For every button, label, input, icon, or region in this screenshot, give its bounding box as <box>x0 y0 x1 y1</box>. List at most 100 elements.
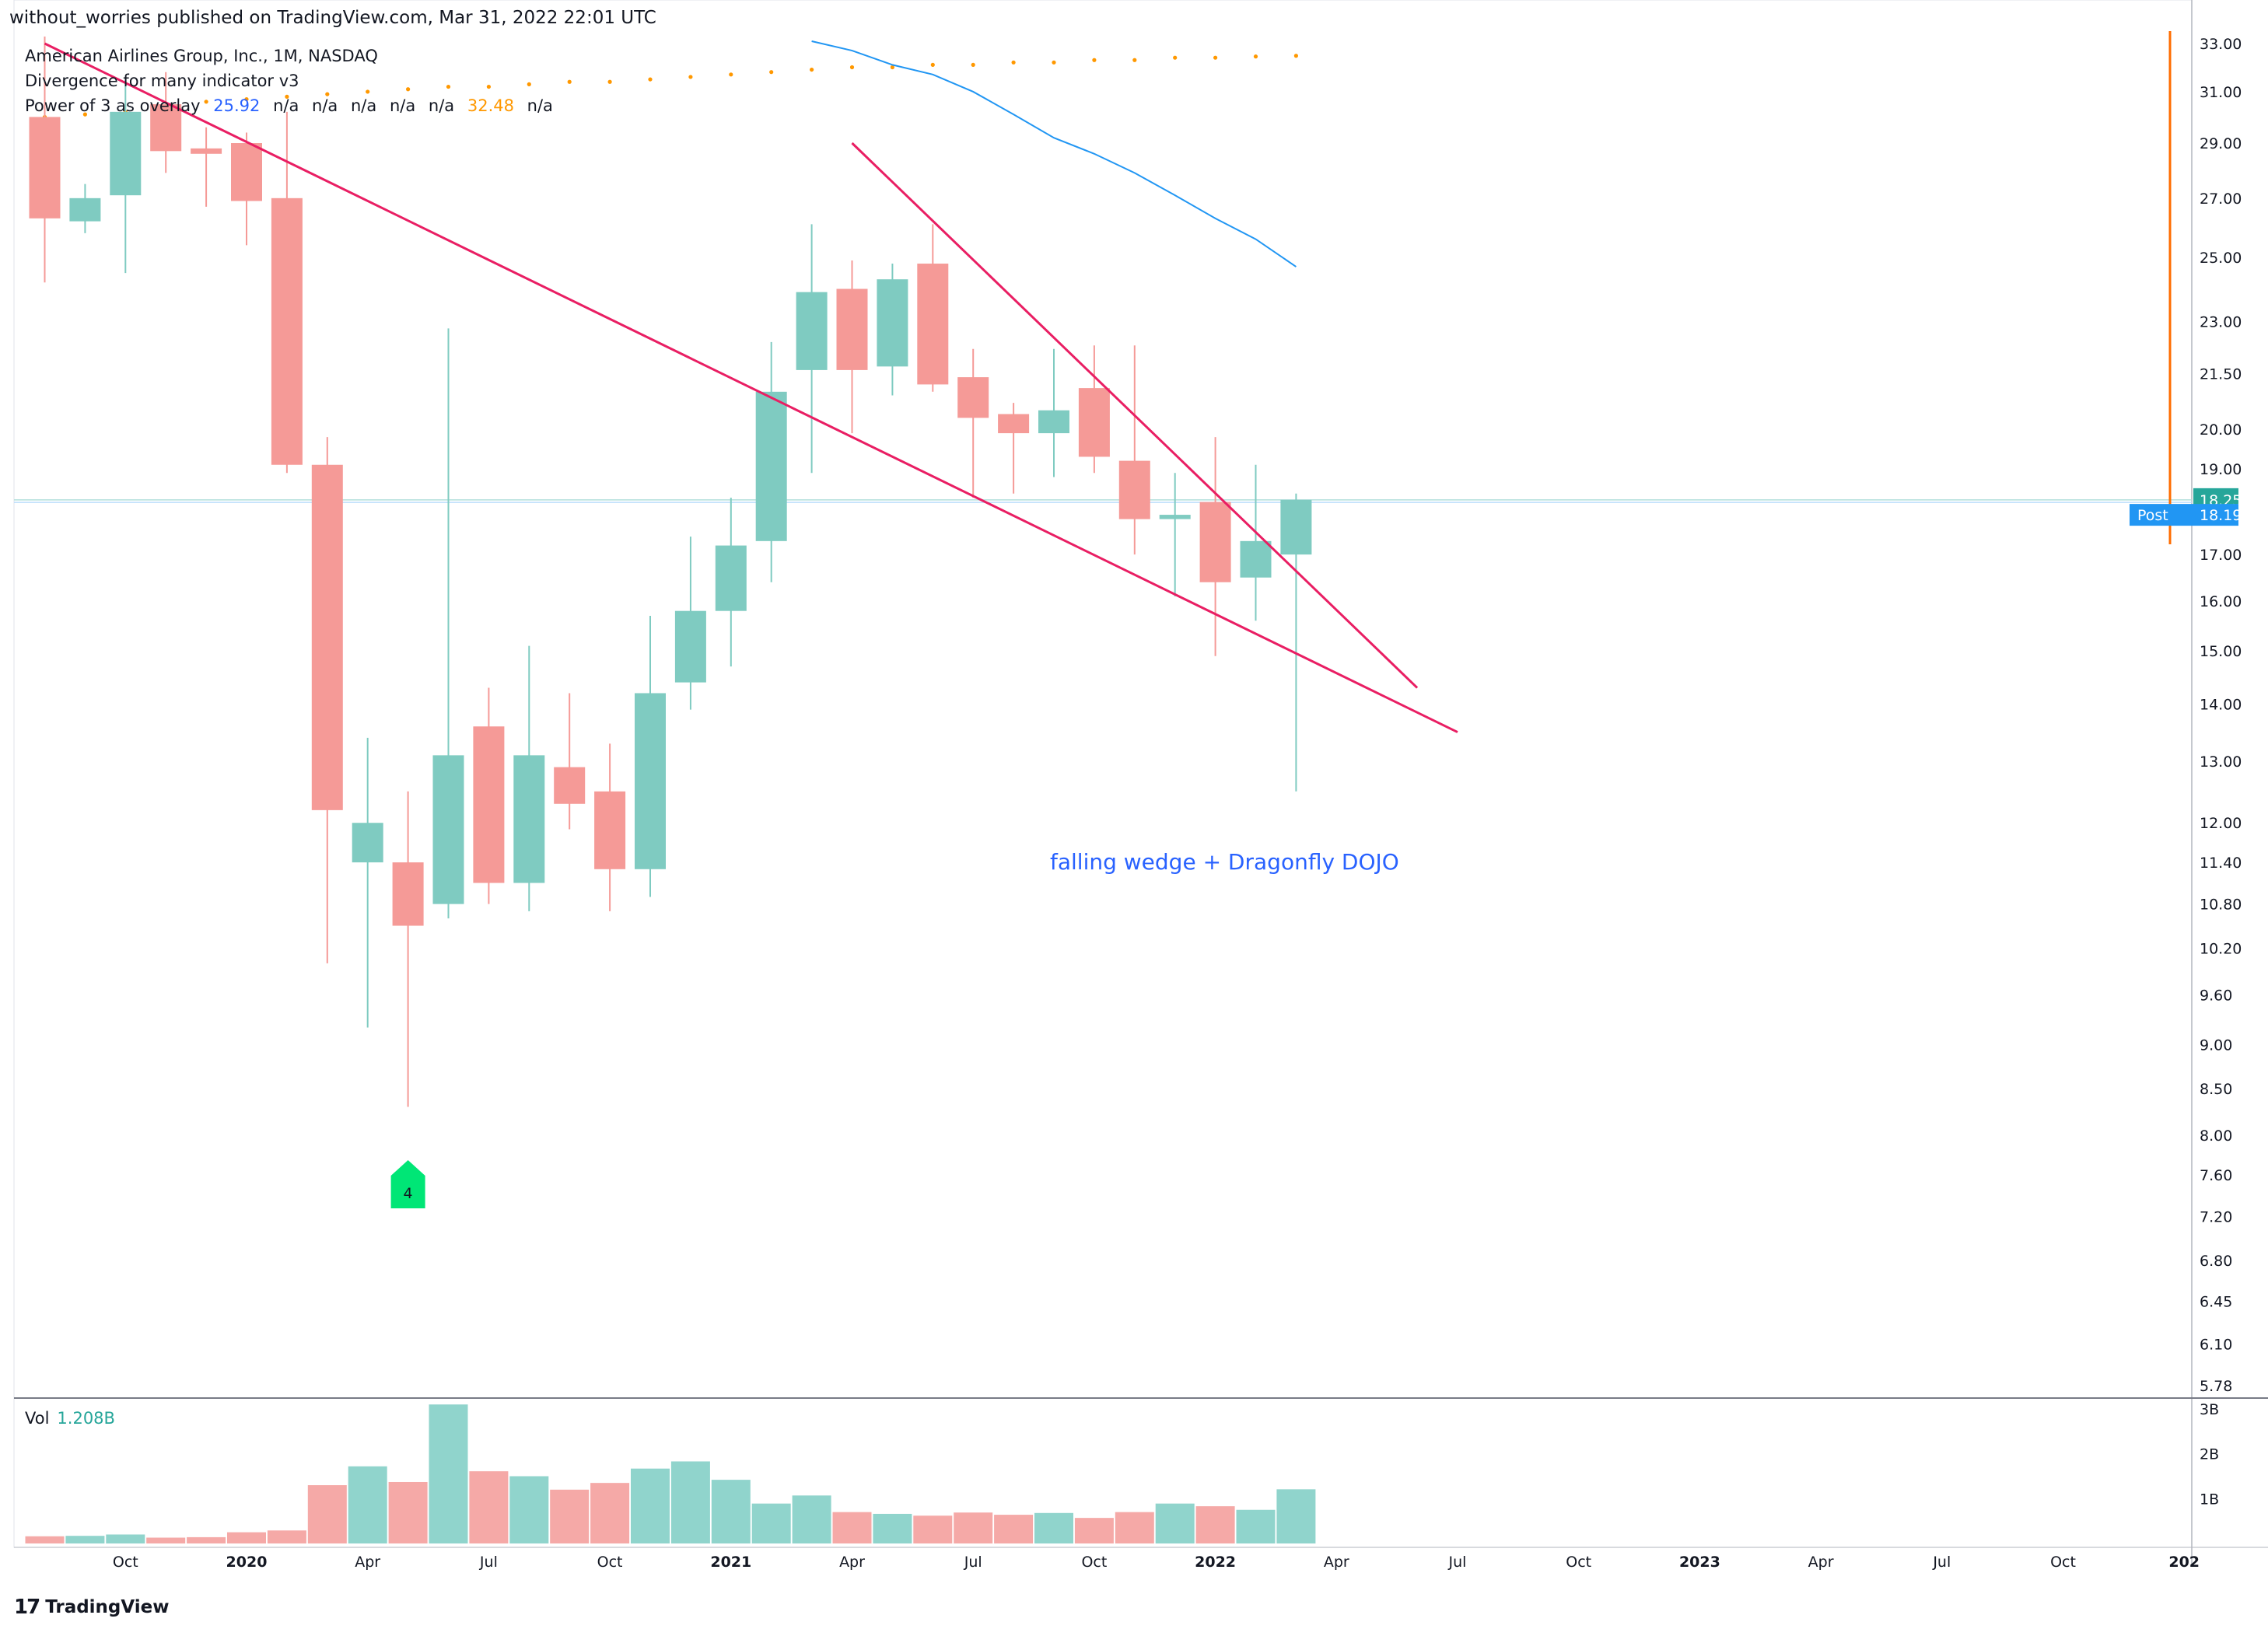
volume-bar <box>550 1489 590 1543</box>
candle-body <box>957 377 989 418</box>
dots-point <box>1173 55 1178 60</box>
candle-body <box>392 862 424 926</box>
y-tick-label: 6.45 <box>2200 1293 2232 1310</box>
symbol-legend[interactable]: American Airlines Group, Inc., 1M, NASDA… <box>25 47 378 65</box>
x-tick-label: Oct <box>1081 1554 1107 1571</box>
candle-body <box>877 279 908 367</box>
candle-body <box>635 693 666 869</box>
dots-point <box>688 75 693 79</box>
dots-point <box>1052 60 1056 65</box>
candle-body <box>554 767 586 804</box>
y-tick-label: 7.20 <box>2200 1208 2232 1225</box>
signal-marker <box>390 1160 425 1208</box>
y-tick-label: 9.60 <box>2200 987 2232 1004</box>
volume-bar <box>1074 1518 1114 1543</box>
x-tick-label: Jul <box>1448 1554 1467 1571</box>
indicator2-name: Power of 3 as overlay <box>25 96 201 115</box>
volume-bar <box>429 1404 468 1543</box>
candle-body <box>110 111 142 196</box>
candle-body <box>998 414 1030 434</box>
volume-tick-label: 2B <box>2200 1446 2219 1463</box>
volume-bar <box>25 1536 65 1543</box>
candle-body <box>150 104 182 152</box>
candle-body <box>755 391 787 541</box>
x-tick-label: Oct <box>113 1554 138 1571</box>
candle-body <box>311 464 343 810</box>
volume-bar <box>1195 1506 1235 1543</box>
dots-point <box>406 87 411 92</box>
y-tick-label: 17.00 <box>2200 547 2242 564</box>
dots-point <box>527 82 531 87</box>
x-tick-label: 202 <box>2168 1554 2200 1571</box>
dots-point <box>971 62 975 67</box>
dots-point <box>1253 54 1258 59</box>
indicator2-value-1: 25.92 <box>213 96 261 115</box>
dots-point <box>1132 58 1137 62</box>
dots-point <box>890 65 894 70</box>
y-tick-label: 16.00 <box>2200 593 2242 610</box>
volume-bar <box>1155 1503 1195 1543</box>
published-header: without_worries published on TradingView… <box>9 8 656 28</box>
trendline <box>44 42 1458 733</box>
y-tick-label: 21.50 <box>2200 365 2242 383</box>
chart-annotation[interactable]: falling wedge + Dragonfly DOJO <box>1050 849 1399 875</box>
volume-bar <box>873 1513 912 1543</box>
volume-bar <box>631 1468 670 1543</box>
x-tick-label: Oct <box>1566 1554 1591 1571</box>
post-price-tag: 18.19 <box>2200 507 2242 524</box>
y-tick-label: 10.80 <box>2200 897 2242 914</box>
indicator2-value-8: n/a <box>527 96 553 115</box>
y-tick-label: 27.00 <box>2200 191 2242 208</box>
x-tick-label: Oct <box>2050 1554 2076 1571</box>
candle-body <box>29 117 61 218</box>
volume-bar <box>751 1503 791 1543</box>
volume-bar <box>670 1461 710 1543</box>
post-price-label: Post <box>2137 507 2168 524</box>
indicator2-legend[interactable]: Power of 3 as overlay 25.92 n/a n/a n/a … <box>25 96 561 115</box>
volume-bar <box>509 1476 549 1543</box>
candle-body <box>231 143 262 201</box>
indicator2-value-6: n/a <box>428 96 455 115</box>
dots-point <box>1011 60 1016 65</box>
volume-bar <box>994 1515 1034 1543</box>
x-tick-label: Apr <box>1808 1554 1834 1571</box>
x-tick-label: 2021 <box>710 1554 751 1571</box>
volume-bar <box>1034 1512 1073 1543</box>
candle-body <box>1159 515 1191 519</box>
y-tick-label: 15.00 <box>2200 643 2242 660</box>
dots-point <box>82 112 87 117</box>
volume-bar <box>913 1515 953 1543</box>
tradingview-footer[interactable]: 17 TradingView <box>14 1596 170 1619</box>
candle-body <box>917 264 949 385</box>
volume-value: 1.208B <box>57 1409 115 1428</box>
x-tick-label: Oct <box>597 1554 623 1571</box>
dots-point <box>1092 58 1097 62</box>
y-tick-label: 13.00 <box>2200 753 2242 771</box>
y-tick-label: 6.80 <box>2200 1253 2232 1270</box>
y-tick-label: 8.00 <box>2200 1127 2232 1145</box>
indicator2-value-7: 32.48 <box>467 96 514 115</box>
y-tick-label: 11.40 <box>2200 855 2242 872</box>
indicator1-legend[interactable]: Divergence for many indicator v3 <box>25 72 299 90</box>
candle-body <box>715 545 747 611</box>
x-tick-label: Apr <box>839 1554 865 1571</box>
y-tick-label: 14.00 <box>2200 697 2242 714</box>
signal-label: 4 <box>404 1185 413 1202</box>
volume-legend[interactable]: Vol 1.208B <box>25 1409 115 1428</box>
y-tick-label: 9.00 <box>2200 1036 2232 1054</box>
dots-point <box>446 84 451 89</box>
y-tick-label: 20.00 <box>2200 421 2242 439</box>
y-tick-label: 6.10 <box>2200 1337 2232 1354</box>
x-tick-label: Apr <box>355 1554 380 1571</box>
candle-body <box>674 610 706 683</box>
volume-bar <box>307 1485 347 1543</box>
candle-body <box>513 755 545 883</box>
volume-bar <box>832 1512 872 1543</box>
volume-bar <box>954 1512 993 1543</box>
volume-bar <box>1115 1512 1154 1543</box>
x-tick-label: 2023 <box>1679 1554 1720 1571</box>
volume-label: Vol <box>25 1409 50 1428</box>
y-tick-label: 25.00 <box>2200 250 2242 267</box>
candle-body <box>432 755 464 904</box>
